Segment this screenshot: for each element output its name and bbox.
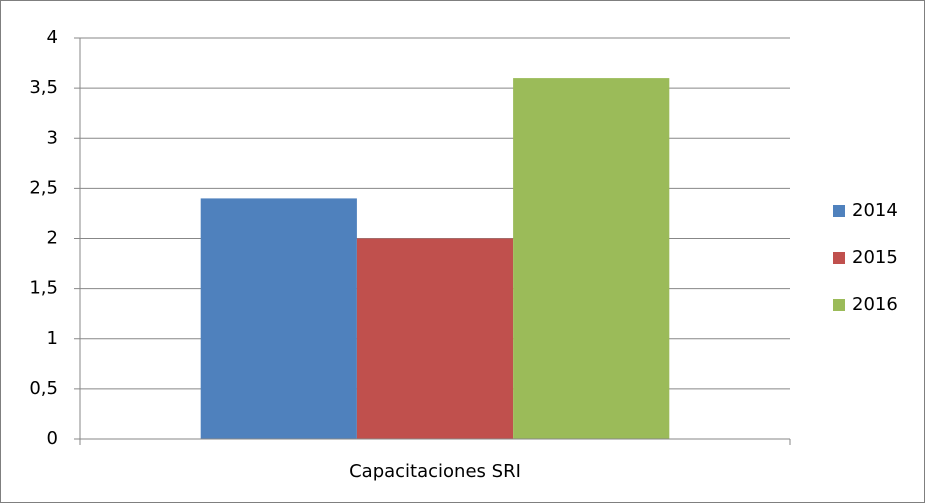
y-tick-label: 3,5 xyxy=(29,77,58,98)
legend-label: 2016 xyxy=(852,294,898,315)
bar xyxy=(356,238,514,439)
y-tick-label: 1,5 xyxy=(29,278,58,299)
y-tick-label: 2,5 xyxy=(29,177,58,198)
legend-swatch xyxy=(833,299,845,311)
x-tick-label: Capacitaciones SRI xyxy=(349,461,521,482)
y-tick-label: 0,5 xyxy=(29,378,58,399)
legend-swatch xyxy=(833,205,845,217)
y-tick-label: 1 xyxy=(47,328,58,349)
y-tick-label: 2 xyxy=(47,228,58,249)
legend-swatch xyxy=(833,252,845,264)
y-tick-label: 4 xyxy=(47,27,58,48)
legend-label: 2014 xyxy=(852,200,898,221)
legend-label: 2015 xyxy=(852,247,898,268)
y-tick-label: 0 xyxy=(47,428,58,449)
y-tick-label: 3 xyxy=(47,127,58,148)
bar xyxy=(200,198,357,439)
bar xyxy=(513,78,670,439)
